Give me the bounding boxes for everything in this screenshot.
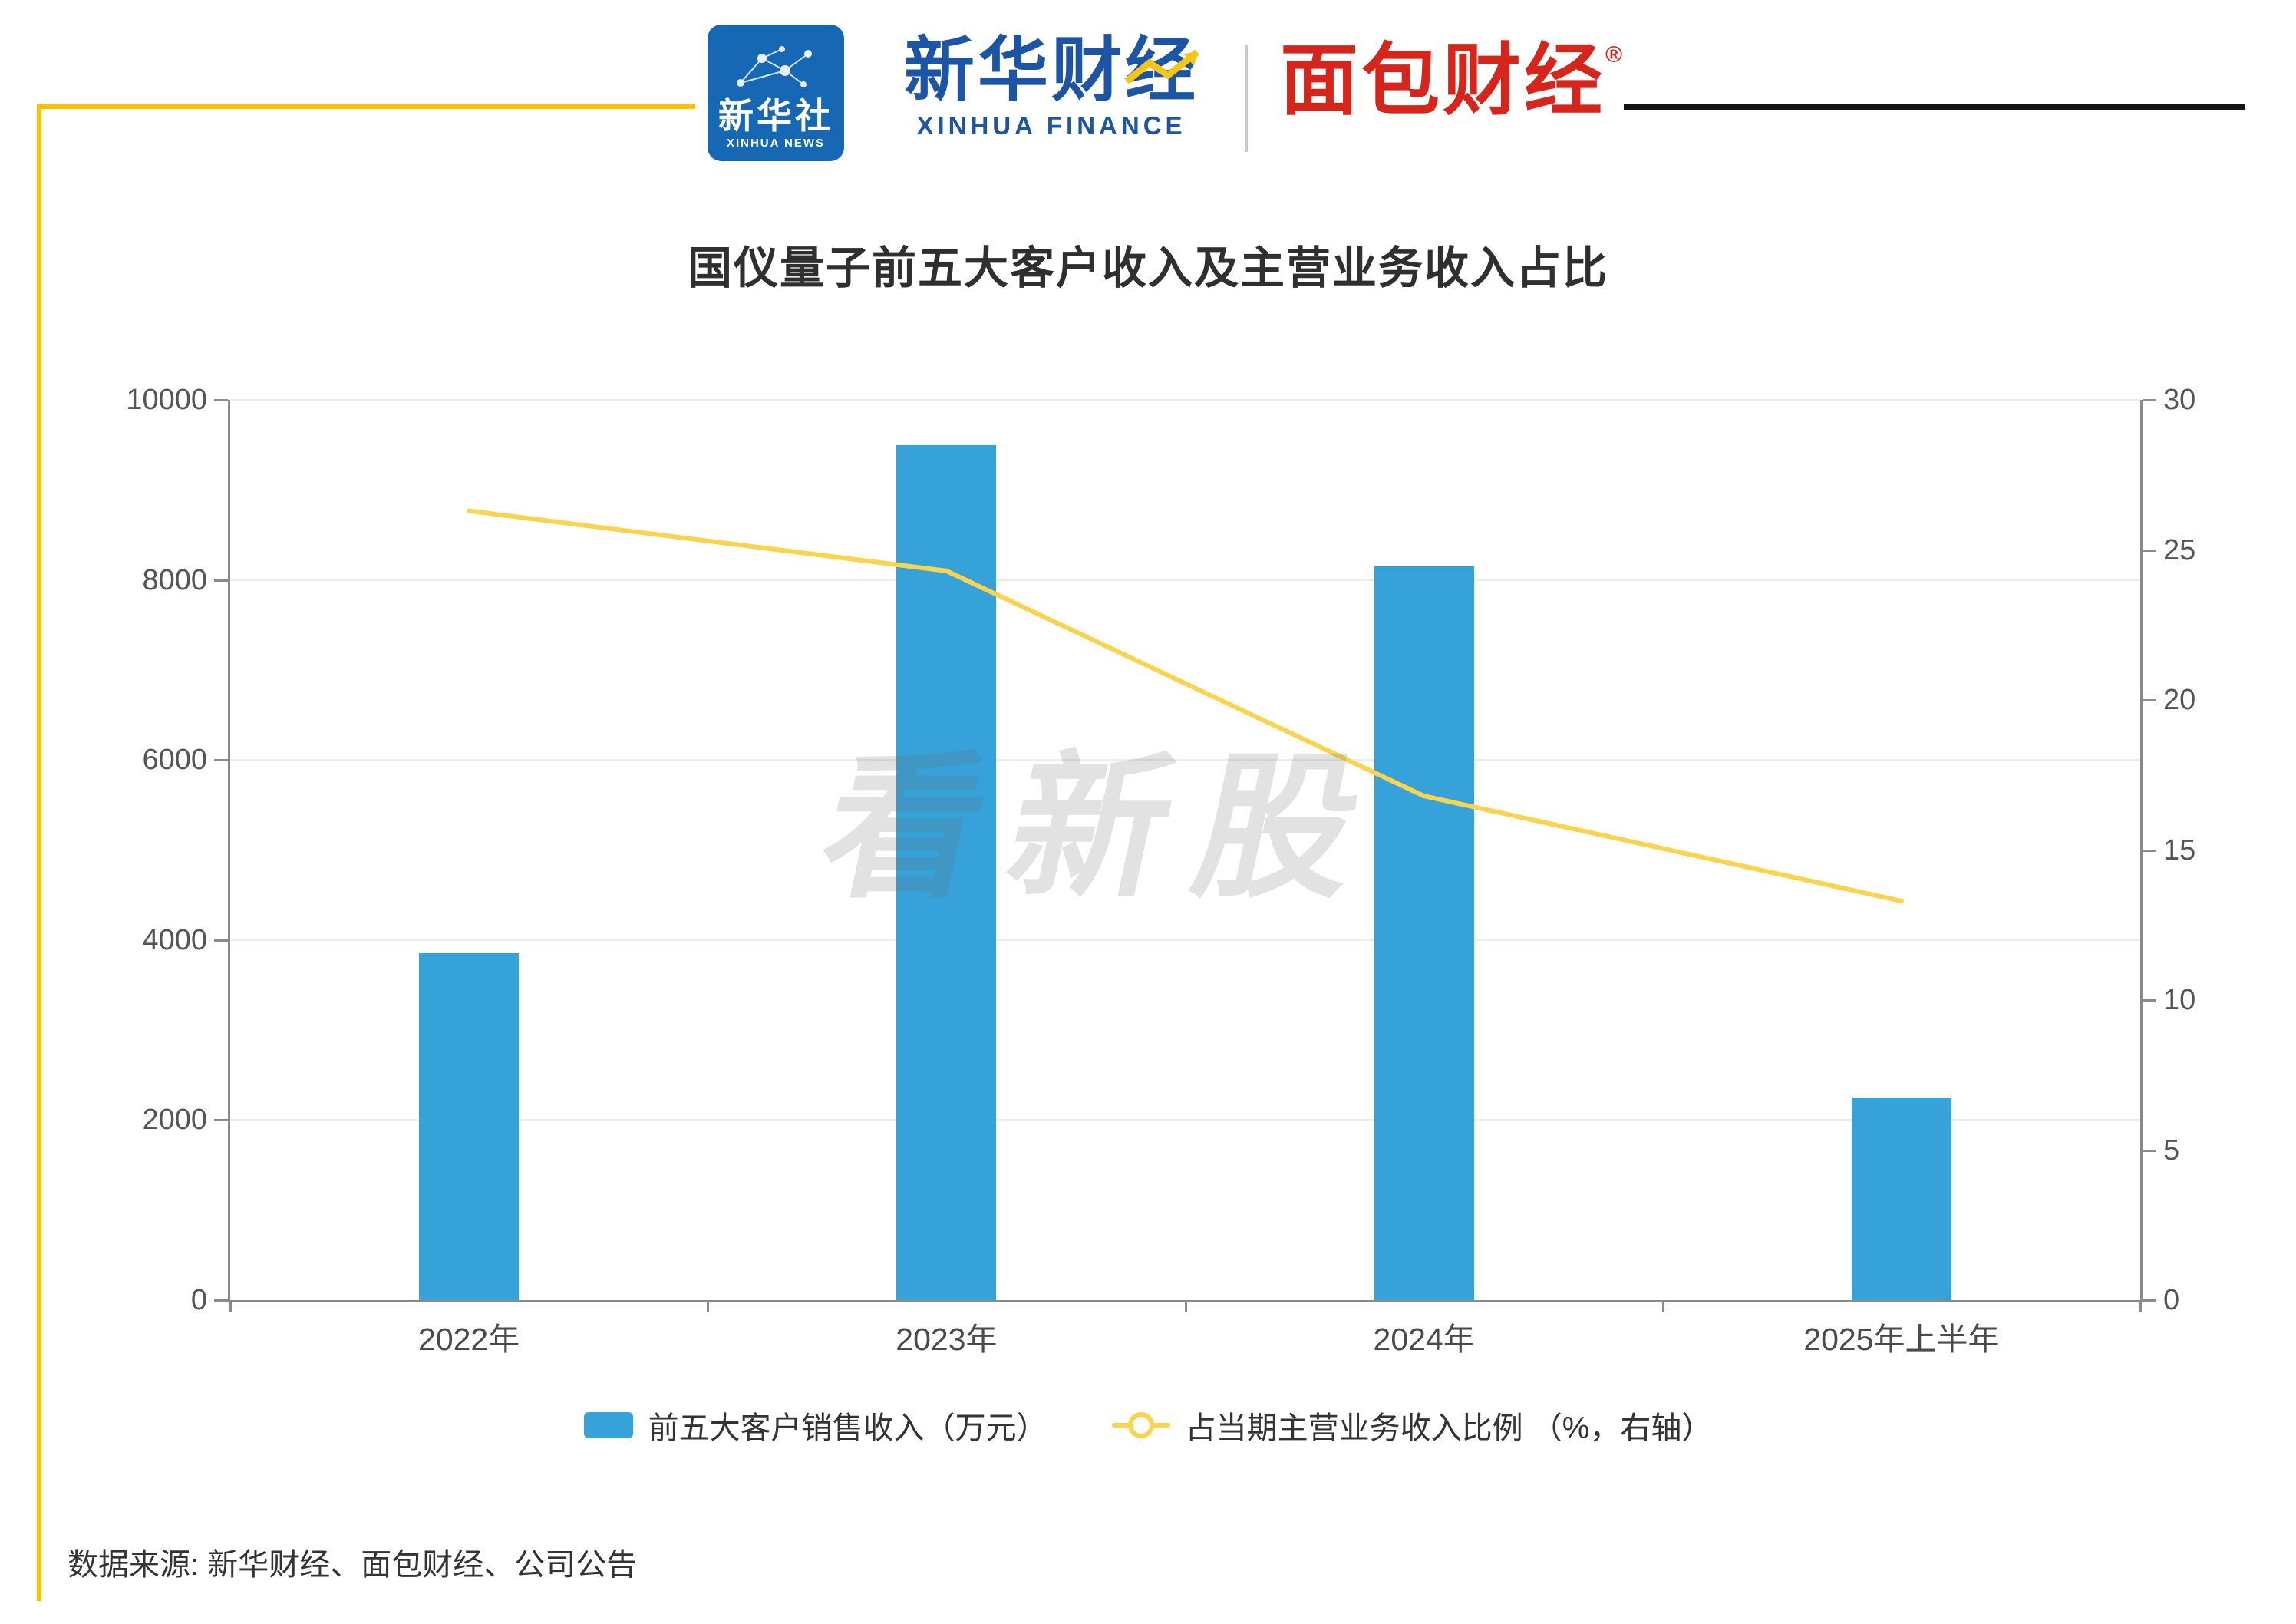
line-marker-dot-icon bbox=[1127, 1412, 1154, 1438]
bar-series-label: 前五大客户销售收入（万元） bbox=[648, 1411, 1047, 1445]
line-series-marker bbox=[1111, 1412, 1170, 1438]
xinhua-finance-logo: 新华财经 XINHUA FINANCE bbox=[882, 32, 1220, 143]
xinhua-news-logo-en: XINHUA NEWS bbox=[726, 137, 826, 150]
x-axis-tick bbox=[1661, 1300, 1664, 1312]
gridline bbox=[230, 579, 2140, 581]
registered-mark: ® bbox=[1605, 42, 1623, 68]
mianbao-finance-logo-cn: 面包财经 bbox=[1280, 38, 1605, 125]
bar-2022年 bbox=[419, 953, 520, 1300]
line-series-label: 占当期主营业务收入比例 （%，右轴） bbox=[1185, 1411, 1713, 1445]
y-axis-tick-left bbox=[214, 579, 228, 582]
x-axis-label: 2024年 bbox=[1373, 1322, 1475, 1357]
y-axis-label-left: 8000 bbox=[142, 563, 207, 596]
header-rule-line bbox=[1624, 104, 2245, 110]
y-axis-label-right: 15 bbox=[2163, 833, 2196, 866]
xinhua-news-logo: 新华社 XINHUA NEWS bbox=[708, 25, 844, 161]
y-axis-label-left: 0 bbox=[190, 1284, 207, 1316]
y-axis-label-right: 20 bbox=[2163, 684, 2196, 716]
gridline bbox=[230, 1119, 2140, 1121]
y-axis-label-right: 10 bbox=[2163, 984, 2196, 1016]
xinhua-finance-logo-en: XINHUA FINANCE bbox=[916, 111, 1186, 140]
y-axis-tick-right bbox=[2143, 849, 2156, 852]
mianbao-finance-logo: 面包财经® bbox=[1280, 40, 1622, 124]
y-axis-tick-right bbox=[2143, 399, 2156, 401]
y-axis-tick-right bbox=[2143, 699, 2156, 701]
x-axis-label: 2023年 bbox=[896, 1322, 998, 1357]
legend-item-line-series: 占当期主营业务收入比例 （%，右轴） bbox=[1111, 1403, 1713, 1447]
y-axis-label-left: 4000 bbox=[142, 923, 207, 956]
gridline bbox=[230, 399, 2140, 401]
trend-line-layer bbox=[467, 508, 1904, 903]
data-source-note: 数据来源: 新华财经、面包财经、公司公告 bbox=[68, 1548, 638, 1582]
bar-2025年上半年 bbox=[1851, 1098, 1951, 1300]
bar-2024年 bbox=[1374, 566, 1474, 1300]
y-axis-tick-right bbox=[2143, 999, 2156, 1002]
xinhua-finance-logo-cn: 新华财经 bbox=[882, 32, 1220, 109]
x-axis-tick bbox=[229, 1300, 232, 1312]
y-axis-label-right: 30 bbox=[2163, 384, 2196, 416]
y-axis-tick-left bbox=[214, 759, 228, 762]
y-axis-label-right: 0 bbox=[2163, 1284, 2180, 1316]
trend-line bbox=[467, 508, 1904, 903]
x-axis-tick bbox=[707, 1300, 710, 1312]
legend-item-bar-series: 前五大客户销售收入（万元） bbox=[583, 1403, 1047, 1447]
y-axis-label-left: 10000 bbox=[126, 384, 207, 416]
plot-area: 看新股 bbox=[230, 399, 2140, 1300]
y-axis-label-right: 25 bbox=[2163, 533, 2196, 566]
left-axis-line bbox=[228, 400, 230, 1300]
x-axis-label: 2022年 bbox=[418, 1322, 520, 1357]
y-axis-label-left: 6000 bbox=[142, 744, 207, 777]
y-axis-tick-left bbox=[214, 1299, 228, 1302]
network-globe-icon bbox=[737, 46, 812, 87]
x-axis-tick bbox=[2139, 1300, 2142, 1312]
y-axis-tick-right bbox=[2143, 1299, 2156, 1302]
chart-title: 国仪量子前五大客户收入及主营业务收入占比 bbox=[687, 243, 1608, 293]
finance-arrow-icon bbox=[1124, 49, 1199, 84]
gridline bbox=[230, 939, 2140, 941]
frame-left-line bbox=[37, 104, 41, 1601]
gridline bbox=[230, 759, 2140, 761]
y-axis-tick-left bbox=[214, 939, 228, 942]
legend: 前五大客户销售收入（万元） 占当期主营业务收入比例 （%，右轴） bbox=[0, 1403, 2296, 1447]
bar-series-swatch bbox=[583, 1412, 633, 1438]
bottom-axis-line bbox=[228, 1300, 2143, 1302]
y-axis-label-left: 2000 bbox=[142, 1104, 207, 1137]
x-axis-label: 2025年上半年 bbox=[1803, 1322, 2000, 1357]
y-axis-tick-left bbox=[214, 1119, 228, 1122]
y-axis-tick-right bbox=[2143, 549, 2156, 552]
y-axis-tick-right bbox=[2143, 1149, 2156, 1152]
x-axis-tick bbox=[1184, 1300, 1187, 1312]
y-axis-label-right: 5 bbox=[2163, 1134, 2180, 1167]
logo-separator bbox=[1245, 45, 1248, 152]
frame-top-line bbox=[37, 104, 695, 109]
y-axis-tick-left bbox=[214, 399, 228, 401]
right-axis-line bbox=[2140, 400, 2143, 1300]
xinhua-news-logo-cn: 新华社 bbox=[718, 96, 833, 136]
